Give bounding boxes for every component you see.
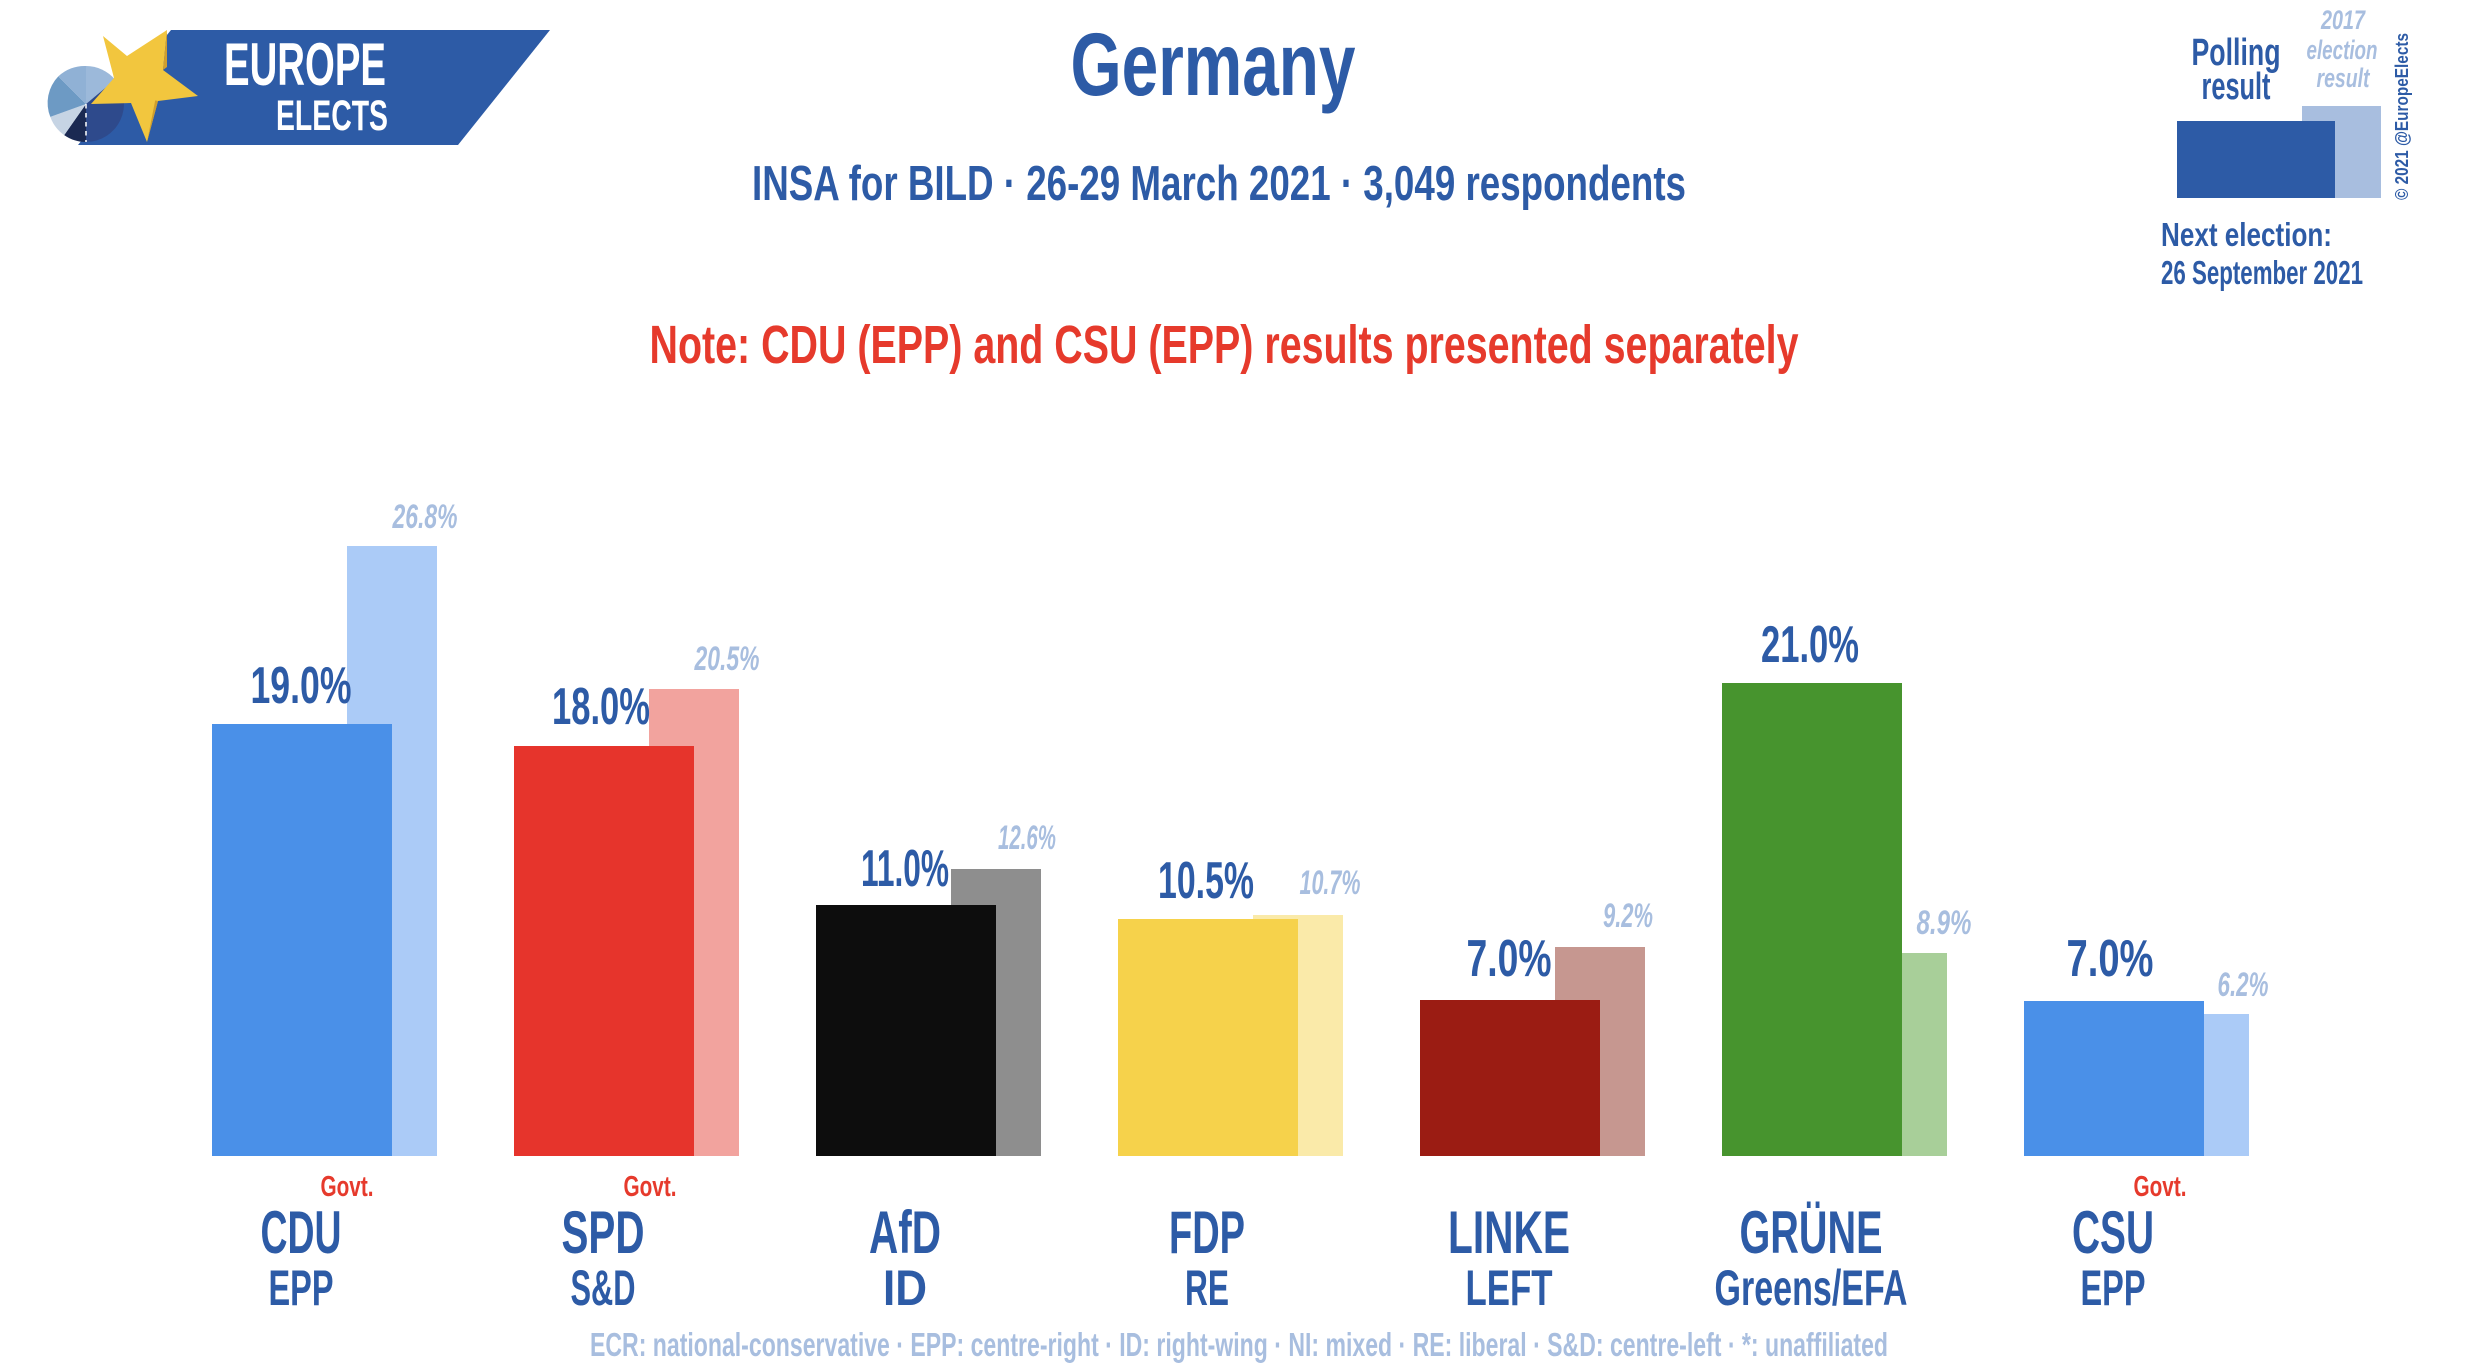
svg-text:26 September 2021: 26 September 2021	[2161, 254, 2363, 291]
svg-text:RE: RE	[1185, 1260, 1229, 1316]
svg-text:Govt.: Govt.	[624, 1171, 677, 1203]
svg-text:AfD: AfD	[869, 1199, 941, 1266]
svg-text:6.2%: 6.2%	[2218, 966, 2269, 1004]
svg-text:11.0%: 11.0%	[861, 840, 949, 898]
svg-text:ID: ID	[883, 1260, 927, 1316]
svg-text:INSA for BILD · 26-29 March 20: INSA for BILD · 26-29 March 2021 · 3,049…	[752, 157, 1686, 211]
svg-text:10.7%: 10.7%	[1300, 864, 1361, 902]
svg-text:7.0%: 7.0%	[2067, 930, 2154, 988]
svg-text:Germany: Germany	[1071, 14, 1356, 114]
svg-text:Govt.: Govt.	[2134, 1171, 2187, 1203]
svg-text:20.5%: 20.5%	[694, 640, 760, 678]
svg-text:21.0%: 21.0%	[1761, 616, 1859, 674]
svg-text:ELECTS: ELECTS	[276, 92, 388, 140]
svg-text:Govt.: Govt.	[321, 1171, 374, 1203]
svg-text:Greens/EFA: Greens/EFA	[1715, 1260, 1908, 1316]
svg-text:© 2021 @EuropeElects: © 2021 @EuropeElects	[2392, 33, 2412, 200]
svg-text:result: result	[2202, 66, 2271, 108]
svg-text:12.6%: 12.6%	[998, 819, 1056, 857]
svg-text:26.8%: 26.8%	[392, 498, 458, 536]
svg-text:election: election	[2307, 35, 2378, 65]
svg-text:10.5%: 10.5%	[1158, 852, 1254, 910]
svg-text:8.9%: 8.9%	[1917, 904, 1972, 942]
svg-text:9.2%: 9.2%	[1603, 897, 1653, 935]
svg-text:18.0%: 18.0%	[552, 678, 650, 736]
svg-text:LEFT: LEFT	[1466, 1260, 1553, 1316]
svg-text:S&D: S&D	[571, 1260, 636, 1316]
svg-text:7.0%: 7.0%	[1467, 930, 1552, 988]
svg-text:CSU: CSU	[2072, 1199, 2154, 1266]
svg-text:CDU: CDU	[261, 1199, 342, 1266]
svg-text:2017: 2017	[2320, 5, 2366, 35]
svg-text:FDP: FDP	[1169, 1199, 1245, 1266]
svg-text:Polling: Polling	[2192, 32, 2281, 74]
svg-text:result: result	[2317, 63, 2371, 93]
svg-text:ECR: national-conservative · E: ECR: national-conservative · EPP: centre…	[590, 1326, 1888, 1363]
svg-text:EPP: EPP	[2081, 1260, 2146, 1316]
svg-text:SPD: SPD	[562, 1199, 645, 1266]
svg-text:Next election:: Next election:	[2161, 216, 2332, 253]
svg-text:19.0%: 19.0%	[251, 657, 352, 715]
svg-text:Note: CDU (EPP) and CSU (EPP): Note: CDU (EPP) and CSU (EPP) results pr…	[650, 315, 1799, 375]
svg-text:LINKE: LINKE	[1448, 1199, 1570, 1266]
svg-text:EUROPE: EUROPE	[224, 31, 386, 98]
svg-text:GRÜNE: GRÜNE	[1740, 1199, 1883, 1266]
svg-text:EPP: EPP	[269, 1260, 334, 1316]
